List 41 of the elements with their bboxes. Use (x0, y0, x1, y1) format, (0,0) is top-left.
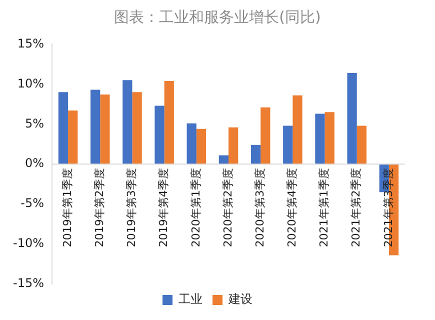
x-tick-label: 2019年第1季度 (60, 168, 74, 248)
bar (347, 72, 357, 164)
bar (164, 80, 174, 164)
x-tick-label: 2019年第4季度 (157, 168, 170, 248)
x-tick-label: 2019年第2季度 (92, 168, 106, 248)
x-tick-label: 2020年第1季度 (189, 168, 202, 248)
bar (90, 90, 100, 164)
chart-title: 图表：工业和服务业增长(同比) (113, 8, 322, 27)
y-tick-label: 10% (17, 76, 44, 90)
bar (100, 94, 110, 164)
x-tick-label: 2021年第1季度 (318, 168, 331, 248)
bar (218, 155, 228, 164)
y-tick-label: 15% (17, 36, 44, 50)
bar (68, 110, 78, 164)
bar (260, 107, 270, 164)
legend-label: 建设 (228, 292, 252, 306)
y-tick-label: -15% (12, 276, 44, 290)
x-tick-label: 2020年第2季度 (221, 168, 234, 248)
bar (228, 127, 238, 164)
bar (292, 95, 302, 164)
bar (154, 106, 164, 164)
y-tick-label: -5% (20, 196, 44, 210)
x-tick-label: 2019年第3季度 (125, 168, 138, 248)
bar (186, 123, 196, 164)
x-tick-label: 2021年第2季度 (350, 168, 363, 248)
y-tick-label: -10% (12, 236, 44, 250)
x-tick-label: 2021年第3季度 (382, 168, 395, 248)
y-tick-label: 5% (24, 116, 44, 130)
bar (356, 126, 366, 164)
bar (250, 144, 261, 164)
bar (58, 92, 68, 164)
x-tick-label: 2020年第3季度 (253, 168, 266, 248)
bar (315, 114, 325, 164)
legend-label: 工业 (178, 292, 202, 306)
bar (122, 80, 132, 164)
bar (196, 128, 206, 164)
x-tick-label: 2020年第4季度 (286, 168, 299, 248)
y-tick-label: 0% (24, 156, 44, 170)
bar (132, 92, 142, 164)
bar (324, 112, 334, 164)
bar (283, 126, 293, 164)
